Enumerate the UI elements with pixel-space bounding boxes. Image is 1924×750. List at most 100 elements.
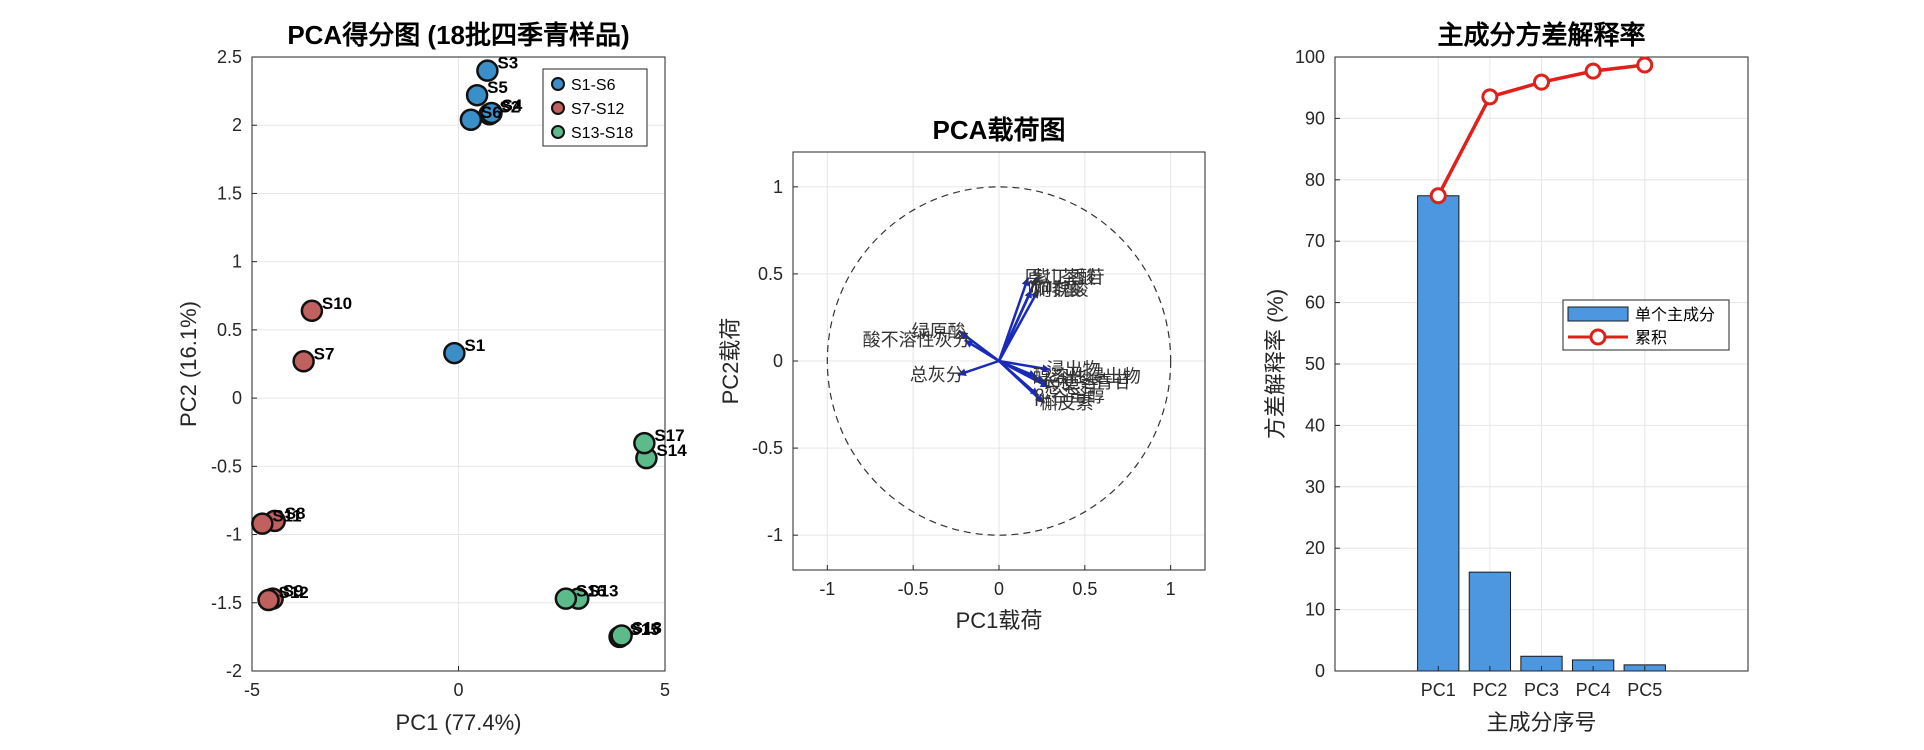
score-point	[480, 101, 503, 125]
loading-x-tick-label: -1	[819, 579, 835, 599]
loading-arrowhead	[957, 368, 967, 377]
loading-label: 长梗冬青苷	[1041, 372, 1131, 392]
variance-y-tick-label: 80	[1305, 170, 1325, 190]
loading-x-axis-label: PC1载荷	[956, 608, 1043, 633]
score-y-tick-label: -1.5	[211, 593, 242, 613]
loading-arrow	[997, 288, 1040, 362]
variance-legend-line-label: 累积	[1635, 329, 1667, 347]
loading-label: β-谷甾醇	[1034, 386, 1104, 406]
score-y-tick-label: 0	[232, 388, 242, 408]
loading-arrowhead	[1036, 375, 1046, 383]
score-x-tick-label: -5	[244, 680, 260, 700]
cumulative-marker	[1429, 187, 1447, 205]
loading-arrow	[997, 276, 1030, 362]
variance-y-tick-label: 50	[1305, 354, 1325, 374]
loading-plot-title: PCA载荷图	[933, 115, 1066, 145]
score-legend-marker	[551, 101, 565, 115]
loading-arrowhead	[1031, 289, 1039, 299]
loading-label: 酸不溶性灰分	[863, 330, 971, 350]
cumulative-marker	[1636, 56, 1654, 74]
loading-arrow	[998, 359, 1050, 389]
loading-arrowhead	[1029, 277, 1037, 287]
variance-y-tick-label: 90	[1305, 108, 1325, 128]
loading-label: 槲皮素	[1040, 393, 1094, 413]
variance-x-axis-label: 主成分序号	[1486, 710, 1596, 735]
loading-arrow	[998, 360, 1045, 404]
variance-x-tick-label: PC2	[1472, 680, 1507, 700]
variance-y-tick-label: 20	[1305, 538, 1325, 558]
loading-x-tick-label: 0.5	[1072, 579, 1097, 599]
score-point-label: S14	[656, 441, 687, 460]
score-point-label: S8	[285, 504, 306, 523]
score-point	[554, 587, 578, 610]
score-legend-marker	[551, 125, 565, 139]
variance-legend-bar-swatch	[1567, 306, 1629, 322]
score-y-tick-label: 2	[232, 115, 242, 135]
cumulative-marker	[1481, 88, 1499, 106]
variance-y-tick-label: 60	[1305, 293, 1325, 313]
score-point-label: S10	[322, 294, 352, 313]
loading-label: 总灰分	[910, 365, 964, 385]
score-point	[257, 588, 280, 612]
score-legend-marker	[551, 77, 565, 91]
score-y-tick-label: -0.5	[211, 456, 242, 476]
score-point-label: S12	[279, 583, 309, 602]
score-point-label: S2	[499, 97, 520, 116]
score-point-label: S15	[630, 620, 660, 639]
score-point-label: S3	[497, 54, 518, 73]
unit-circle	[826, 186, 1172, 536]
score-plot-title: PCA得分图 (18批四季青样品)	[287, 20, 629, 50]
score-point-label: S13	[588, 582, 618, 601]
score-point-label: S11	[272, 507, 301, 526]
variance-y-axis-label: 方差解释率 (%)	[1263, 289, 1288, 439]
variance-y-tick-label: 10	[1305, 600, 1325, 620]
variance-y-tick-label: 30	[1305, 477, 1325, 497]
cumulative-marker	[1533, 73, 1550, 91]
variance-explained-plot: PC1 PC2 PC3 PC4 PC5 0 10 20 30 40 50 60 70 80 90 100 主成分…	[1263, 20, 1749, 735]
loading-x-tick-label: -0.5	[898, 579, 929, 599]
score-y-tick-label: -2	[226, 661, 242, 681]
loading-arrowhead	[1035, 394, 1044, 403]
score-y-tick-label: -1	[226, 525, 242, 545]
score-legend-label: S1-S6	[571, 77, 616, 94]
loading-y-tick-label: 0.5	[758, 264, 783, 284]
score-point	[300, 299, 324, 323]
score-y-tick-label: 0.5	[217, 320, 242, 340]
variance-bar	[1417, 195, 1460, 672]
variance-y-tick-label: 100	[1295, 47, 1325, 67]
variance-legend-line-marker	[1589, 328, 1607, 346]
score-point	[610, 624, 633, 647]
variance-y-tick-label: 0	[1315, 661, 1325, 681]
variance-legend-bar-label: 单个主成分	[1635, 306, 1715, 324]
score-x-tick-label: 5	[660, 680, 670, 700]
loading-y-tick-label: 0	[773, 351, 783, 371]
loading-arrowhead	[964, 340, 974, 348]
score-point	[633, 431, 656, 455]
score-x-axis-label: PC1 (77.4%)	[396, 710, 522, 735]
score-point	[251, 512, 274, 535]
score-point-label: S7	[314, 344, 335, 363]
loading-label: 咖啡酸	[1028, 280, 1082, 300]
score-point	[476, 59, 499, 82]
loading-arrowhead	[1039, 379, 1049, 388]
score-point-label: S9	[283, 582, 304, 601]
score-point	[459, 108, 483, 132]
score-y-axis-label: PC2 (16.1%)	[176, 301, 201, 427]
variance-x-tick-label: PC5	[1627, 680, 1662, 700]
loading-y-axis-label: PC2载荷	[718, 318, 743, 405]
variance-y-tick-label: 70	[1305, 231, 1325, 251]
score-point	[292, 350, 315, 373]
loading-label: 浸出物	[1047, 360, 1101, 380]
loading-arrowhead	[959, 331, 969, 340]
score-x-tick-label: 0	[453, 680, 463, 700]
loading-y-tick-label: -0.5	[752, 438, 783, 458]
variance-x-tick-label: PC4	[1576, 680, 1611, 700]
loading-y-tick-label: -1	[767, 525, 783, 545]
score-y-tick-label: 1	[232, 252, 242, 272]
loading-x-tick-label: 0	[994, 579, 1004, 599]
variance-bar	[1468, 571, 1512, 672]
variance-y-tick-label: 40	[1305, 415, 1325, 435]
